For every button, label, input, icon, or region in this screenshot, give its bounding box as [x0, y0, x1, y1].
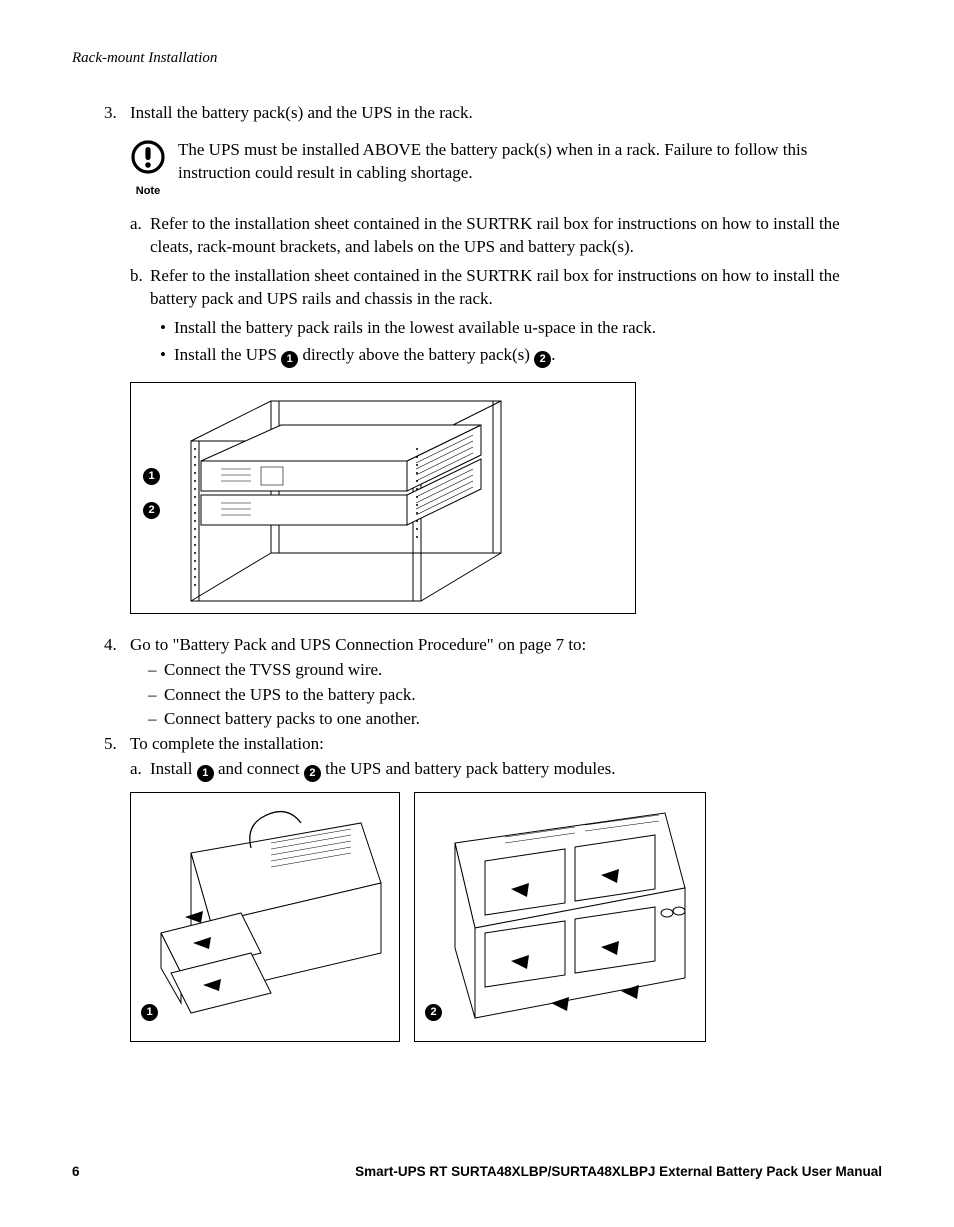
figure-1-callout-2: 2 [143, 495, 160, 519]
step-4-text: Go to "Battery Pack and UPS Connection P… [130, 634, 586, 657]
callout-1-badge: 1 [143, 468, 160, 485]
step-5-number: 5. [104, 733, 130, 756]
connect-illustration [415, 793, 705, 1041]
dash-1-text: Connect the TVSS ground wire. [164, 659, 382, 682]
note-text: The UPS must be installed ABOVE the batt… [178, 139, 882, 185]
step-4: 4. Go to "Battery Pack and UPS Connectio… [104, 634, 882, 657]
figure-connect-callout: 2 [425, 997, 442, 1021]
substep-b-text: Refer to the installation sheet containe… [150, 265, 882, 311]
step-4-number: 4. [104, 634, 130, 657]
dash-mark: – [148, 659, 164, 682]
callout-2-inline-b: 2 [304, 765, 321, 782]
figure-install: 1 [130, 792, 400, 1042]
dash-3-text: Connect battery packs to one another. [164, 708, 420, 731]
bullet-2: • Install the UPS 1 directly above the b… [160, 344, 882, 368]
substep-a-text: Refer to the installation sheet containe… [150, 213, 882, 259]
dash-mark: – [148, 708, 164, 731]
bullet-dot: • [160, 317, 174, 340]
page-number: 6 [72, 1163, 80, 1181]
substep-5a-letter: a. [130, 758, 150, 782]
dash-2: – Connect the UPS to the battery pack. [148, 684, 882, 707]
substep-5a-text: Install 1 and connect 2 the UPS and batt… [150, 758, 616, 782]
substep-5a: a. Install 1 and connect 2 the UPS and b… [130, 758, 882, 782]
sub5a-pre: Install [150, 759, 197, 778]
callout-2-badge: 2 [143, 502, 160, 519]
dash-1: – Connect the TVSS ground wire. [148, 659, 882, 682]
install-illustration [131, 793, 399, 1041]
step-3-number: 3. [104, 102, 130, 125]
callout-1-inline: 1 [281, 351, 298, 368]
substep-b: b. Refer to the installation sheet conta… [130, 265, 882, 311]
callout-2-inline: 2 [534, 351, 551, 368]
footer-title: Smart-UPS RT SURTA48XLBP/SURTA48XLBPJ Ex… [355, 1163, 882, 1181]
substep-b-letter: b. [130, 265, 150, 311]
bullet-2-mid: directly above the battery pack(s) [298, 345, 534, 364]
step-5: 5. To complete the installation: [104, 733, 882, 756]
note-label: Note [130, 184, 166, 199]
note-icon: Note [130, 139, 166, 199]
substep-a: a. Refer to the installation sheet conta… [130, 213, 882, 259]
note-block: Note The UPS must be installed ABOVE the… [130, 139, 882, 199]
bullet-2-pre: Install the UPS [174, 345, 281, 364]
bullet-1-text: Install the battery pack rails in the lo… [174, 317, 656, 340]
dash-mark: – [148, 684, 164, 707]
figure-1-callout-1: 1 [143, 461, 160, 485]
page-footer: 6 Smart-UPS RT SURTA48XLBP/SURTA48XLBPJ … [72, 1163, 882, 1181]
bullet-dot: • [160, 344, 174, 368]
dash-2-text: Connect the UPS to the battery pack. [164, 684, 416, 707]
bullet-2-post: . [551, 345, 555, 364]
callout-2-badge-b: 2 [425, 1004, 442, 1021]
figures-row: 1 [130, 792, 882, 1042]
figure-connect: 2 [414, 792, 706, 1042]
dash-3: – Connect battery packs to one another. [148, 708, 882, 731]
sub5a-post: the UPS and battery pack battery modules… [321, 759, 616, 778]
step-3: 3. Install the battery pack(s) and the U… [104, 102, 882, 125]
figure-install-callout: 1 [141, 997, 158, 1021]
callout-1-inline-b: 1 [197, 765, 214, 782]
step-3-text: Install the battery pack(s) and the UPS … [130, 102, 473, 125]
callout-1-badge-b: 1 [141, 1004, 158, 1021]
bullet-1: • Install the battery pack rails in the … [160, 317, 882, 340]
sub5a-mid: and connect [214, 759, 304, 778]
figure-rack: 1 2 [130, 382, 636, 614]
substep-a-letter: a. [130, 213, 150, 259]
step-5-text: To complete the installation: [130, 733, 324, 756]
bullet-2-text: Install the UPS 1 directly above the bat… [174, 344, 555, 368]
rack-illustration [131, 383, 635, 613]
running-head: Rack-mount Installation [72, 48, 882, 68]
